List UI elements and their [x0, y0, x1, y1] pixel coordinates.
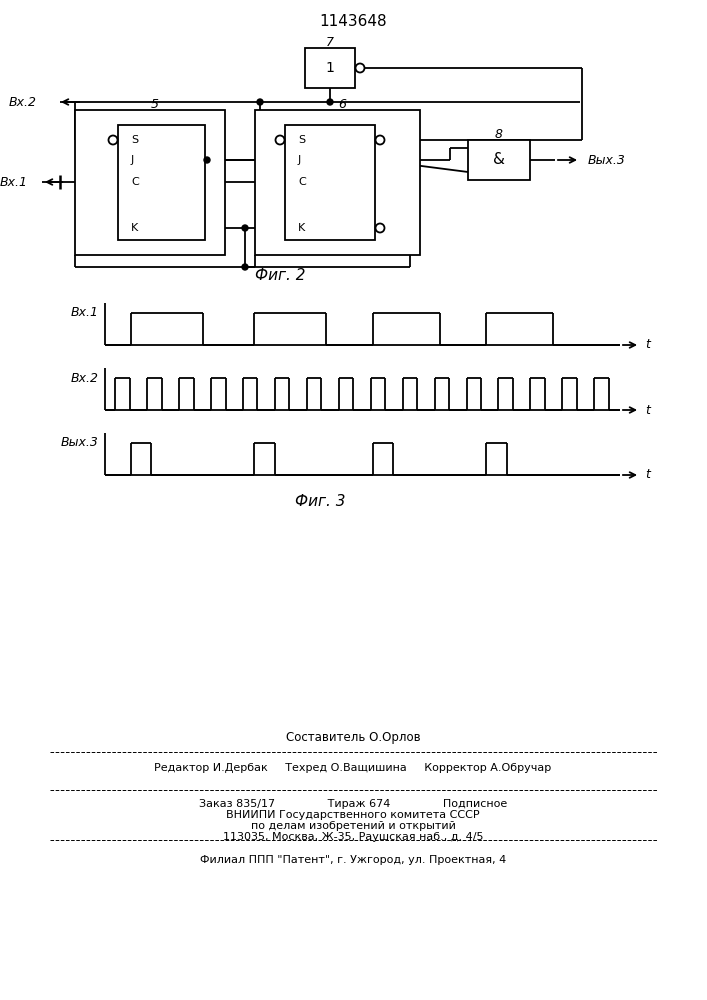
Bar — [285, 125, 375, 240]
Text: Вх.2: Вх.2 — [71, 371, 99, 384]
Text: ВНИИПИ Государственного комитета СССР: ВНИИПИ Государственного комитета СССР — [226, 810, 480, 820]
Text: S: S — [298, 135, 305, 145]
Text: J: J — [298, 155, 301, 165]
Text: Вх.1: Вх.1 — [0, 176, 28, 188]
Text: Составитель О.Орлов: Составитель О.Орлов — [286, 732, 421, 744]
Text: 1143648: 1143648 — [319, 14, 387, 29]
Bar — [468, 140, 530, 180]
Circle shape — [204, 157, 210, 163]
Text: Вх.1: Вх.1 — [71, 306, 99, 320]
Circle shape — [257, 99, 263, 105]
Text: Вых.3: Вых.3 — [61, 436, 99, 450]
Bar — [118, 125, 205, 240]
Text: Фиг. 3: Фиг. 3 — [295, 494, 345, 510]
Text: S: S — [131, 135, 138, 145]
Text: t: t — [645, 468, 650, 482]
Text: 6: 6 — [339, 98, 346, 110]
Text: Фиг. 2: Фиг. 2 — [255, 267, 305, 282]
Text: 8: 8 — [495, 127, 503, 140]
Text: C: C — [298, 177, 305, 187]
Text: K: K — [131, 223, 139, 233]
Text: J: J — [131, 155, 134, 165]
Circle shape — [375, 135, 385, 144]
Circle shape — [356, 64, 365, 73]
Text: 1: 1 — [325, 61, 334, 75]
Bar — [305, 48, 355, 88]
Text: t: t — [645, 338, 650, 352]
Text: t: t — [645, 403, 650, 416]
Bar — [75, 110, 225, 255]
Text: по делам изобретений и открытий: по делам изобретений и открытий — [250, 821, 455, 831]
Circle shape — [375, 224, 385, 232]
Text: Заказ 835/17               Тираж 674               Подписное: Заказ 835/17 Тираж 674 Подписное — [199, 799, 507, 809]
Circle shape — [242, 225, 248, 231]
Text: K: K — [298, 223, 305, 233]
Circle shape — [327, 99, 333, 105]
Text: Вх.2: Вх.2 — [9, 96, 37, 108]
Text: &: & — [493, 152, 505, 167]
Text: 5: 5 — [151, 98, 159, 110]
Text: 113035, Москва, Ж-35, Раушская наб., д. 4/5: 113035, Москва, Ж-35, Раушская наб., д. … — [223, 832, 484, 842]
Circle shape — [242, 264, 248, 270]
Circle shape — [108, 135, 117, 144]
Text: C: C — [131, 177, 139, 187]
Text: Филиал ППП "Патент", г. Ужгород, ул. Проектная, 4: Филиал ППП "Патент", г. Ужгород, ул. Про… — [200, 855, 506, 865]
Text: Редактор И.Дербак     Техред О.Ващишина     Корректор А.Обручар: Редактор И.Дербак Техред О.Ващишина Корр… — [154, 763, 551, 773]
Bar — [255, 110, 420, 255]
Text: 7: 7 — [326, 35, 334, 48]
Circle shape — [276, 135, 284, 144]
Text: Вых.3: Вых.3 — [588, 153, 626, 166]
